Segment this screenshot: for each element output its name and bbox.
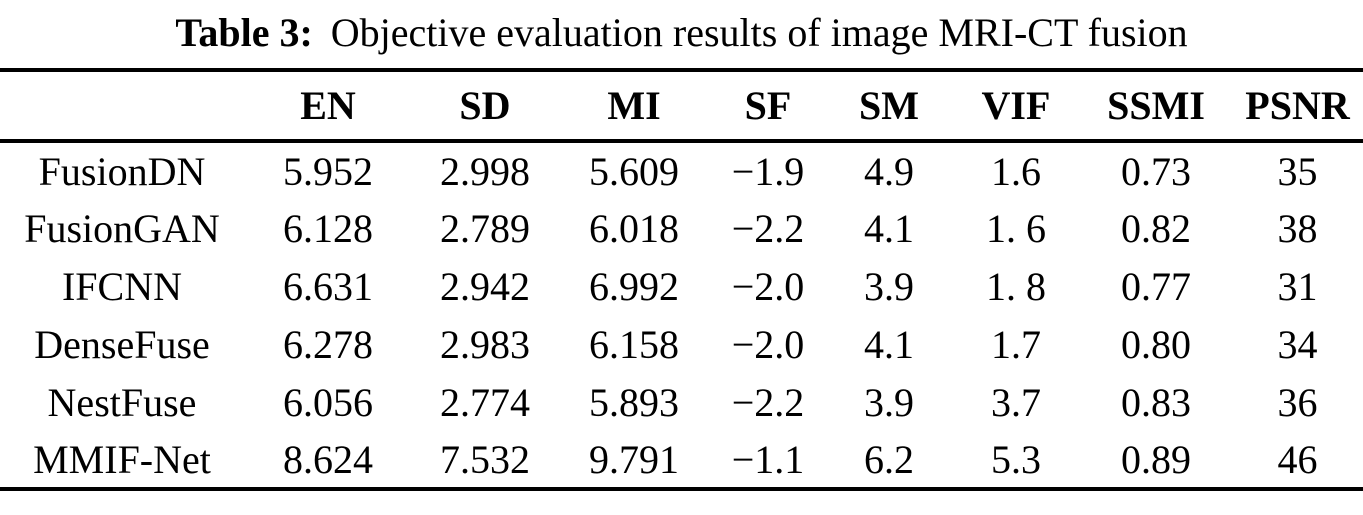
header-vif: VIF: [981, 83, 1051, 128]
table-row: IFCNN 6.631 2.942 6.992 −2.0 3.9 1. 8 0.77 31: [0, 257, 1363, 315]
value-cell: 2.983: [440, 321, 530, 367]
table-row: NestFuse 6.056 2.774 5.893 −2.2 3.9 3.7 0.83 36: [0, 373, 1363, 431]
table-row: FusionDN 5.952 2.998 5.609 −1.9 4.9 1.6 0.73 35: [0, 141, 1363, 199]
value-cell: −2.2: [731, 205, 805, 251]
table-caption-text: Objective evaluation results of image MR…: [330, 10, 1188, 55]
header-sd: SD: [459, 83, 511, 128]
header-method-column: [0, 70, 244, 141]
value-cell: 46: [1277, 436, 1318, 482]
value-cell: 1. 6: [986, 205, 1046, 251]
value-cell: 6.992: [589, 263, 679, 309]
value-cell: 4.9: [864, 148, 914, 194]
value-cell: −2.0: [731, 263, 805, 309]
method-name: FusionDN: [38, 148, 206, 194]
value-cell: 6.128: [283, 205, 373, 251]
value-cell: 2.998: [440, 148, 530, 194]
table-caption-label: Table 3:: [175, 10, 313, 55]
value-cell: 8.624: [283, 436, 373, 482]
value-cell: 5.609: [589, 148, 679, 194]
value-cell: 3.9: [864, 379, 914, 425]
value-cell: 0.80: [1121, 321, 1191, 367]
value-cell: 2.774: [440, 379, 530, 425]
method-name: MMIF-Net: [33, 436, 211, 482]
value-cell: −1.1: [731, 436, 805, 482]
value-cell: −2.2: [731, 379, 805, 425]
header-psnr: PSNR: [1245, 83, 1350, 128]
value-cell: 2.789: [440, 205, 530, 251]
header-ssmi: SSMI: [1107, 83, 1205, 128]
header-mi: MI: [607, 83, 661, 128]
value-cell: 5.3: [991, 436, 1041, 482]
value-cell: 3.9: [864, 263, 914, 309]
value-cell: 31: [1277, 263, 1318, 309]
results-table: EN SD MI SF SM VIF SSMI PSNR FusionDN 5.952 2.998…: [0, 68, 1363, 491]
table-caption: Table 3: Objective evaluation results of …: [0, 0, 1363, 68]
value-cell: 0.89: [1121, 436, 1191, 482]
value-cell: −2.0: [731, 321, 805, 367]
value-cell: 4.1: [864, 321, 914, 367]
value-cell: 3.7: [991, 379, 1041, 425]
value-cell: 1.6: [991, 148, 1041, 194]
value-cell: 6.2: [864, 436, 914, 482]
value-cell: 5.893: [589, 379, 679, 425]
table-row: MMIF-Net 8.624 7.532 9.791 −1.1 6.2 5.3 0.89 46: [0, 431, 1363, 489]
value-cell: 2.942: [440, 263, 530, 309]
value-cell: 7.532: [440, 436, 530, 482]
value-cell: 0.73: [1121, 148, 1191, 194]
value-cell: 35: [1277, 148, 1318, 194]
method-name: DenseFuse: [34, 321, 210, 367]
value-cell: 36: [1277, 379, 1318, 425]
value-cell: 38: [1277, 205, 1318, 251]
method-name: FusionGAN: [24, 205, 220, 251]
value-cell: 0.82: [1121, 205, 1191, 251]
header-sm: SM: [859, 83, 919, 128]
method-name: NestFuse: [47, 379, 197, 425]
table-row: DenseFuse 6.278 2.983 6.158 −2.0 4.1 1.7 0.80 34: [0, 315, 1363, 373]
value-cell: −1.9: [731, 148, 805, 194]
value-cell: 5.952: [283, 148, 373, 194]
value-cell: 6.158: [589, 321, 679, 367]
value-cell: 0.83: [1121, 379, 1191, 425]
value-cell: 9.791: [589, 436, 679, 482]
value-cell: 6.018: [589, 205, 679, 251]
header-sf: SF: [744, 83, 792, 128]
value-cell: 34: [1277, 321, 1318, 367]
method-name: IFCNN: [61, 263, 183, 309]
table-body: FusionDN 5.952 2.998 5.609 −1.9 4.9 1.6 0.73 35 F…: [0, 141, 1363, 489]
header-row: EN SD MI SF SM VIF SSMI PSNR: [0, 70, 1363, 141]
value-cell: 4.1: [864, 205, 914, 251]
value-cell: 6.056: [283, 379, 373, 425]
value-cell: 1. 8: [986, 263, 1046, 309]
value-cell: 6.631: [283, 263, 373, 309]
header-en: EN: [300, 83, 356, 128]
value-cell: 6.278: [283, 321, 373, 367]
value-cell: 0.77: [1121, 263, 1191, 309]
value-cell: 1.7: [991, 321, 1041, 367]
table-row: FusionGAN 6.128 2.789 6.018 −2.2 4.1 1. 6 0.82 3…: [0, 199, 1363, 257]
